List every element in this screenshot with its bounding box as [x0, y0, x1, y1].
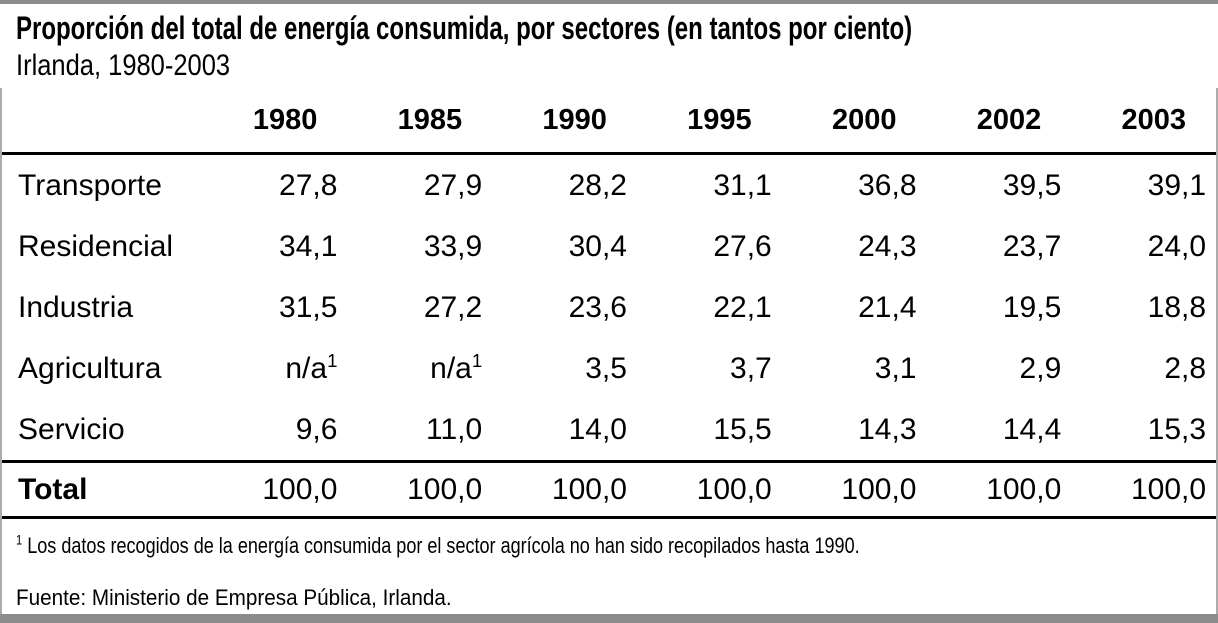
value-cell: 100,0 — [262, 472, 338, 506]
value-cell: 36,8 — [858, 168, 917, 202]
value-cell: 28,2 — [568, 168, 627, 202]
value-cell: 2,8 — [1164, 351, 1207, 385]
year-column-header-1980: 1980 — [252, 103, 318, 136]
value-cell: 9,6 — [295, 412, 338, 446]
footnote-text: Los datos recogidos de la energía consum… — [27, 533, 860, 558]
table-row-total: Total 100,0 100,0 100,0 100,0 100,0 100,… — [2, 460, 1216, 519]
row-label: Industria — [18, 290, 134, 324]
value-cell: 23,6 — [568, 290, 627, 324]
value-cell: 100,0 — [986, 472, 1062, 506]
page-subtitle: Irlanda, 1980-2003 — [16, 49, 231, 82]
value-cell: 3,1 — [874, 351, 917, 385]
value-cell: 15,3 — [1147, 412, 1207, 446]
source-line: Fuente: Ministerio de Empresa Pública, I… — [16, 585, 452, 610]
year-column-header-2003: 2003 — [1121, 103, 1186, 136]
value-cell: 14,4 — [1002, 412, 1062, 446]
footnote-marker: 1 — [327, 349, 338, 371]
value-cell: 18,8 — [1147, 290, 1207, 324]
value-cell: 100,0 — [696, 472, 772, 506]
table-row-transporte: Transporte 27,8 27,9 28,2 31,1 36,8 39,5… — [2, 155, 1216, 216]
value-cell: 2,9 — [1019, 351, 1062, 385]
value-cell: 14,3 — [858, 412, 917, 446]
value-cell: 100,0 — [407, 472, 483, 506]
row-label: Servicio — [18, 412, 125, 446]
value-cell: 27,9 — [423, 168, 483, 202]
value-cell: 19,5 — [1002, 290, 1062, 324]
value-cell: 34,1 — [279, 229, 338, 263]
header-block: Proporción del total de energía consumid… — [16, 8, 1211, 84]
bottom-border-bar — [0, 614, 1218, 623]
value-cell: 15,5 — [713, 412, 772, 446]
value-cell: 27,2 — [423, 290, 483, 324]
notes-block: 1 Los datos recogidos de la energía cons… — [2, 519, 1216, 611]
year-column-header-2000: 2000 — [831, 103, 897, 136]
row-label: Agricultura — [18, 351, 162, 385]
value-cell: 22,1 — [713, 290, 772, 324]
value-cell: 39,5 — [1002, 168, 1062, 202]
footnote-marker: 1 — [471, 349, 483, 371]
value-cell: 24,3 — [858, 229, 917, 263]
footnote-marker: 1 — [16, 532, 23, 548]
row-label: Transporte — [18, 168, 162, 202]
value-cell: 30,4 — [568, 229, 627, 263]
value-cell: 11,0 — [426, 412, 483, 446]
page-title: Proporción del total de energía consumid… — [16, 10, 913, 46]
value-cell: 33,9 — [423, 229, 483, 263]
footnote: 1 Los datos recogidos de la energía cons… — [16, 533, 987, 559]
value-cell: 100,0 — [551, 472, 627, 506]
table-row-industria: Industria 31,5 27,2 23,6 22,1 21,4 19,5 … — [2, 277, 1216, 338]
value-cell: 100,0 — [1130, 472, 1207, 506]
value-cell: 3,7 — [730, 351, 772, 385]
year-column-header-1985: 1985 — [397, 103, 463, 136]
value-cell: 27,8 — [279, 168, 338, 202]
value-cell: 3,5 — [585, 351, 627, 385]
top-border-bar — [0, 0, 1218, 4]
value-cell: 21,4 — [858, 290, 917, 324]
value-cell: 39,1 — [1147, 168, 1207, 202]
year-column-header-1990: 1990 — [542, 103, 607, 136]
value-cell: 100,0 — [841, 472, 917, 506]
value-cell: 24,0 — [1147, 229, 1207, 263]
value-cell: 14,0 — [568, 412, 627, 446]
row-label: Total — [18, 472, 88, 506]
year-column-header-2002: 2002 — [976, 103, 1042, 136]
value-cell: 31,1 — [713, 168, 772, 202]
table-row-servicio: Servicio 9,6 11,0 14,0 15,5 14,3 14,4 15… — [2, 399, 1216, 460]
value-cell: 31,5 — [279, 290, 338, 324]
row-label: Residencial — [18, 229, 174, 263]
na-value: n/a — [430, 351, 472, 385]
table-header-row: 1980 1985 1990 1995 2000 2002 2003 — [2, 88, 1216, 155]
table-row-agricultura: Agricultura n/a1 n/a1 3,5 3,7 3,1 2,9 2,… — [2, 338, 1216, 399]
value-cell-na: n/a1 — [347, 349, 492, 386]
value-cell: 27,6 — [713, 229, 772, 263]
table-row-residencial: Residencial 34,1 33,9 30,4 27,6 24,3 23,… — [2, 216, 1216, 277]
value-cell: 23,7 — [1002, 229, 1062, 263]
year-column-header-1995: 1995 — [687, 103, 752, 136]
na-value: n/a — [285, 351, 328, 385]
energy-table: 1980 1985 1990 1995 2000 2002 2003 Trans… — [0, 88, 1218, 614]
value-cell-na: n/a1 — [203, 349, 348, 386]
